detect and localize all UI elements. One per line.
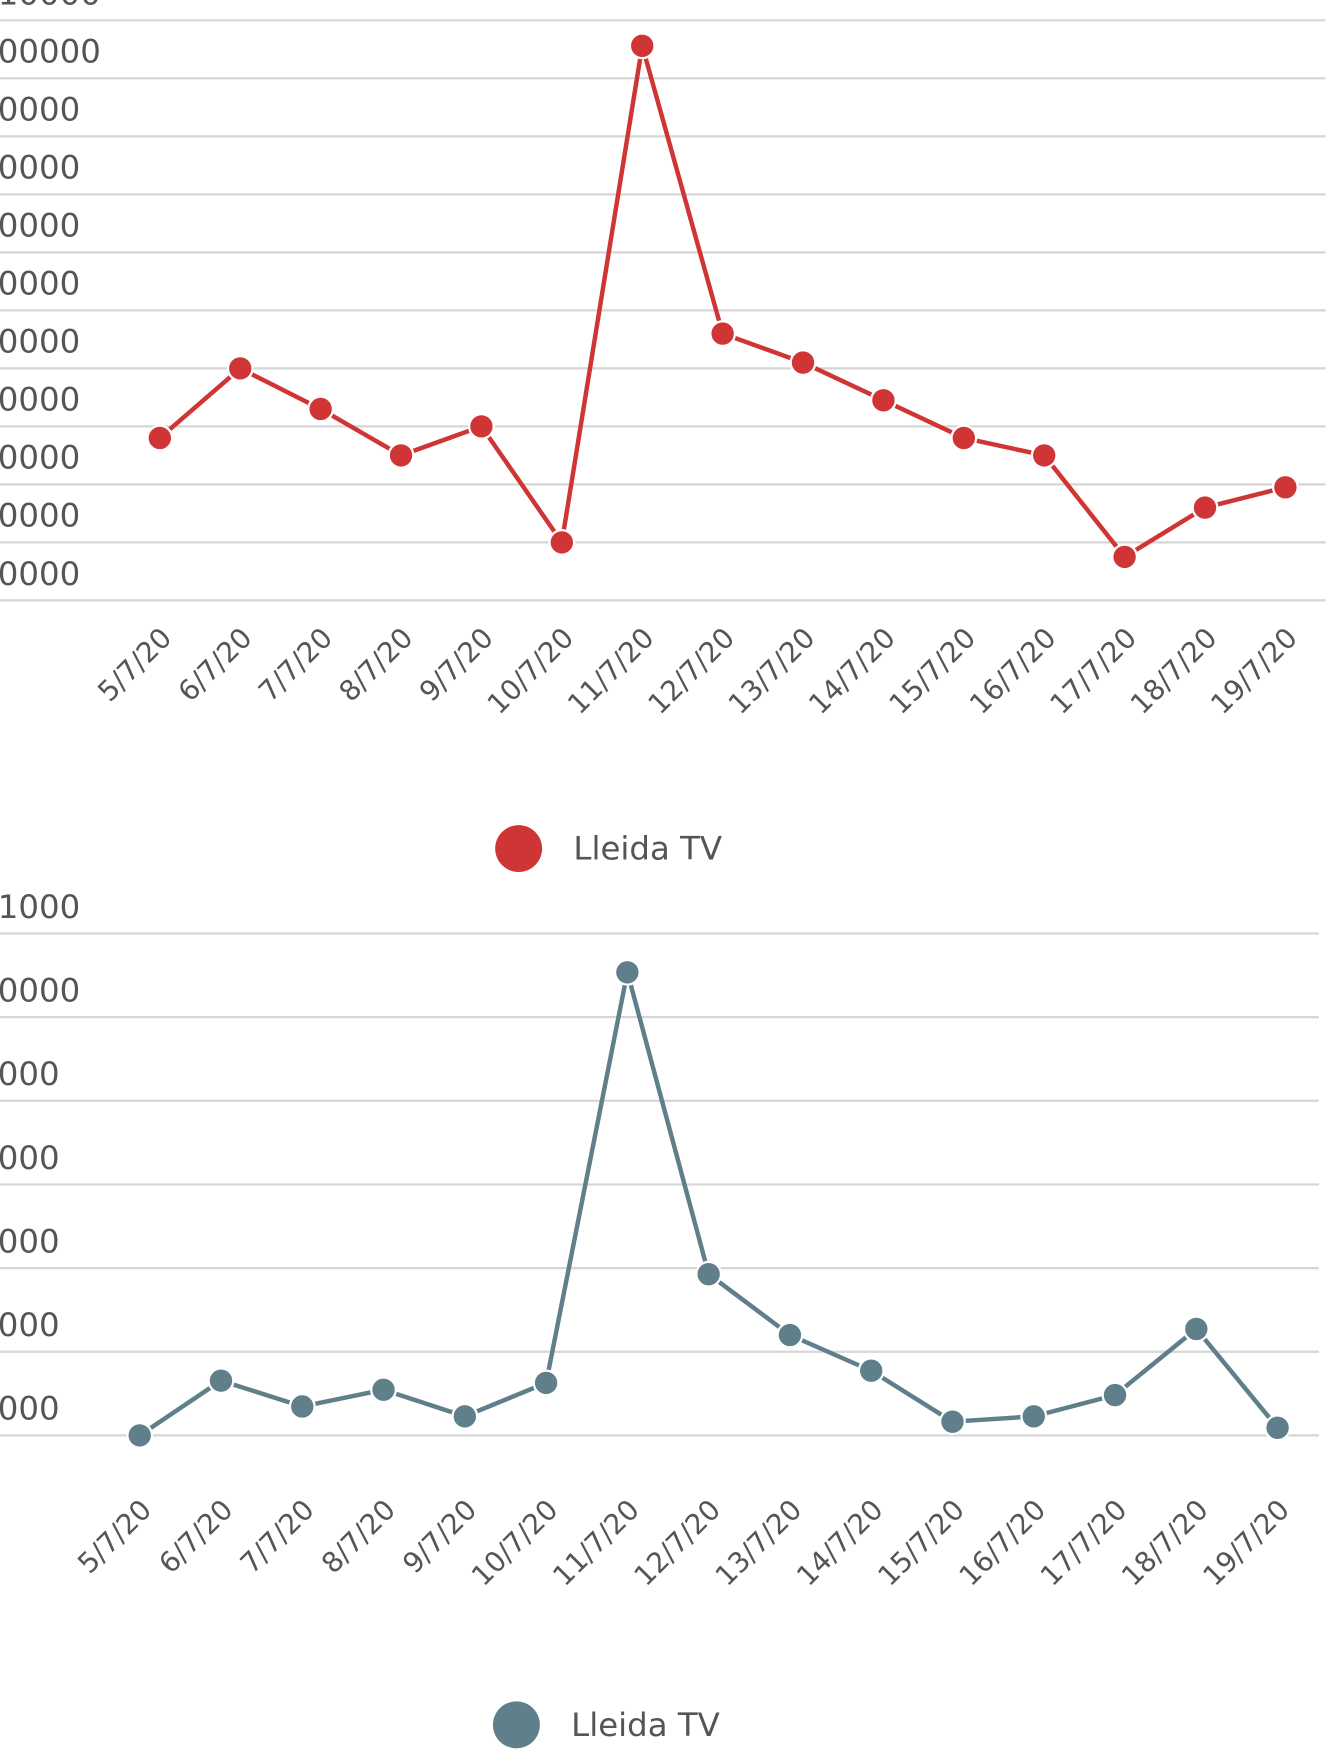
x-tick-label: 11/7/20 [546, 1493, 645, 1592]
data-point [1182, 1315, 1210, 1343]
y-tick-label: 0000 [0, 972, 80, 1010]
x-tick-label: 6/7/20 [152, 1493, 239, 1580]
x-tick-label: 19/7/20 [1196, 1493, 1295, 1592]
y-tick-label: 0000 [0, 497, 80, 535]
legend-label: Lleida TV [573, 830, 722, 868]
legend-marker [492, 1701, 540, 1749]
y-tick-label: 00000 [0, 33, 101, 71]
data-point [695, 1260, 723, 1288]
legend-marker [495, 825, 543, 873]
x-tick-label: 5/7/20 [91, 621, 178, 708]
y-tick-label: 000 [0, 1222, 60, 1260]
data-point [870, 386, 897, 414]
x-tick-label: 18/7/20 [1115, 1493, 1214, 1592]
data-point [307, 395, 335, 423]
x-tick-label: 6/7/20 [172, 621, 259, 708]
y-tick-label: 000 [0, 1139, 60, 1177]
data-point [776, 1321, 804, 1349]
data-point [207, 1367, 235, 1395]
data-point [146, 424, 174, 452]
x-tick-label: 5/7/20 [71, 1493, 158, 1580]
x-tick-label: 13/7/20 [709, 1493, 808, 1592]
x-tick-label: 13/7/20 [722, 621, 821, 720]
data-point [1101, 1381, 1129, 1409]
data-point [1191, 494, 1219, 522]
data-point [532, 1369, 560, 1397]
y-tick-label: 0000 [0, 555, 80, 593]
data-point [939, 1408, 966, 1436]
data-point [370, 1376, 397, 1404]
x-tick-label: 16/7/20 [963, 621, 1062, 720]
data-point [387, 441, 415, 469]
y-tick-label: 0000 [0, 381, 80, 419]
data-point [1264, 1414, 1291, 1442]
x-tick-label: 17/7/20 [1043, 621, 1142, 720]
y-tick-label: 000 [0, 1390, 60, 1428]
legend-label: Lleida TV [571, 1706, 720, 1744]
data-point [468, 412, 495, 440]
data-point [613, 958, 641, 986]
y-tick-label: 0000 [0, 323, 80, 361]
data-point [451, 1402, 479, 1430]
data-point [1271, 473, 1299, 501]
data-point [1030, 441, 1058, 469]
x-tick-label: 14/7/20 [802, 621, 901, 720]
x-tick-label: 14/7/20 [790, 1493, 889, 1592]
series-line [158, 43, 1286, 560]
x-tick-label: 10/7/20 [481, 621, 580, 720]
x-tick-label: 12/7/20 [628, 1493, 727, 1592]
x-tick-label: 8/7/20 [332, 621, 419, 708]
data-point [950, 424, 978, 452]
y-tick-label: 0000 [0, 265, 80, 303]
x-tick-label: 7/7/20 [234, 1493, 321, 1580]
x-tick-label: 12/7/20 [641, 621, 740, 720]
x-tick-label: 10/7/20 [465, 1493, 564, 1592]
y-tick-label: 0000 [0, 207, 80, 245]
x-tick-label: 8/7/20 [315, 1493, 402, 1580]
data-point [857, 1357, 885, 1385]
y-tick-label: 0000 [0, 439, 80, 477]
series-line [138, 970, 1280, 1438]
data-point [288, 1393, 316, 1420]
y-tick-label: 0000 [0, 149, 80, 187]
y-tick-label: 000 [0, 1306, 60, 1344]
data-point [628, 32, 656, 60]
data-point [548, 528, 576, 556]
x-tick-label: 17/7/20 [1034, 1493, 1133, 1592]
x-tick-label: 19/7/20 [1204, 621, 1303, 720]
x-tick-label: 16/7/20 [953, 1493, 1052, 1592]
data-point [709, 320, 737, 347]
x-tick-label: 18/7/20 [1124, 621, 1223, 720]
data-point [1020, 1402, 1048, 1430]
y-tick-label: 000 [0, 1055, 60, 1093]
data-point [126, 1421, 154, 1449]
y-tick-label: 0000 [0, 91, 80, 129]
x-tick-label: 11/7/20 [561, 621, 660, 720]
x-tick-label: 7/7/20 [252, 621, 339, 708]
data-point [1111, 543, 1139, 571]
x-tick-label: 15/7/20 [871, 1493, 970, 1592]
x-tick-label: 15/7/20 [883, 621, 982, 720]
data-point [789, 349, 817, 376]
data-point [226, 354, 254, 382]
y-tick-label: 1000 [0, 888, 80, 926]
